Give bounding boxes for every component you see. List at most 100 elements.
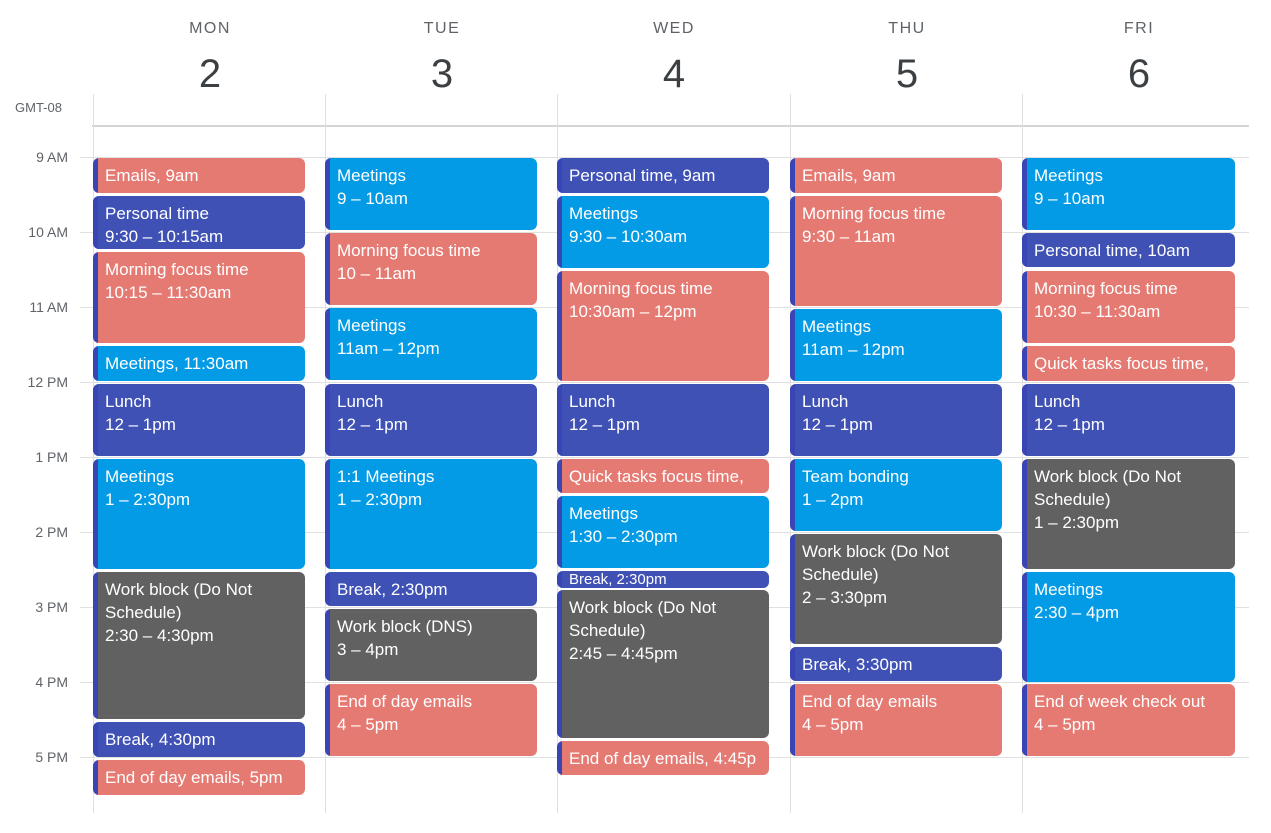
event-time: 12 – 1pm: [105, 415, 176, 434]
event-work-block-dns[interactable]: Work block (DNS) 3 – 4pm: [325, 609, 537, 681]
day-name: WED: [653, 20, 695, 37]
event-morning-focus-time[interactable]: Morning focus time 10:30 – 11:30am: [1022, 271, 1235, 343]
event-break[interactable]: Break, 3:30pm: [790, 647, 1002, 681]
event-meetings[interactable]: Meetings, 11:30am: [93, 346, 305, 381]
event-lunch[interactable]: Lunch 12 – 1pm: [1022, 384, 1235, 456]
event-meetings[interactable]: Meetings 9 – 10am: [1022, 158, 1235, 230]
event-end-of-day-emails[interactable]: End of day emails, 5pm: [93, 760, 305, 795]
event-time: 2:45 – 4:45pm: [569, 644, 678, 663]
event-work-block[interactable]: Work block (Do Not Schedule) 2 – 3:30pm: [790, 534, 1002, 644]
event-title: Meetings: [569, 504, 638, 523]
event-time: 1 – 2:30pm: [337, 490, 423, 509]
day-number[interactable]: 6: [1127, 52, 1151, 96]
hour-label: 1 PM: [35, 449, 68, 465]
event-end-of-day-emails[interactable]: End of day emails 4 – 5pm: [325, 684, 537, 756]
hour-label: 3 PM: [35, 599, 68, 615]
event-title: Break: [802, 655, 847, 674]
hour-label: 4 PM: [35, 674, 68, 690]
event-title: Lunch: [105, 392, 152, 411]
event-time: 10:30am – 12pm: [569, 302, 697, 321]
event-quick-tasks-focus-time[interactable]: Quick tasks focus time,: [1022, 346, 1235, 381]
day-name: FRI: [1123, 20, 1155, 37]
event-meetings[interactable]: Meetings 1 – 2:30pm: [93, 459, 305, 569]
hour-label: 12 PM: [27, 374, 68, 390]
event-title: Work block (DNS): [337, 617, 473, 636]
event-emails[interactable]: Emails, 9am: [790, 158, 1002, 193]
event-time: 1:30 – 2:30pm: [569, 527, 678, 546]
hour-line: [80, 157, 1249, 158]
event-title: End of day emails: [802, 692, 938, 711]
event-lunch[interactable]: Lunch 12 – 1pm: [325, 384, 537, 456]
event-title: Meetings: [1034, 580, 1103, 599]
event-title: Morning focus time: [337, 241, 481, 260]
event-meetings[interactable]: Meetings 1:30 – 2:30pm: [557, 496, 769, 568]
event-morning-focus-time[interactable]: Morning focus time 9:30 – 11am: [790, 196, 1002, 306]
event-meetings[interactable]: Meetings 9:30 – 10:30am: [557, 196, 769, 268]
event-title: Quick tasks focus time: [569, 467, 740, 486]
event-time: 4 – 5pm: [802, 715, 864, 734]
event-emails[interactable]: Emails, 9am: [93, 158, 305, 193]
event-title: Meetings: [337, 166, 406, 185]
event-personal-time[interactable]: Personal time 9:30 – 10:15am: [93, 196, 305, 249]
event-time: 9am: [862, 166, 896, 185]
hour-label: 2 PM: [35, 524, 68, 540]
event-end-of-week-check-out[interactable]: End of week check out 4 – 5pm: [1022, 684, 1235, 756]
event-break[interactable]: Break, 2:30pm: [325, 572, 537, 606]
event-lunch[interactable]: Lunch 12 – 1pm: [557, 384, 769, 456]
event-title: Personal time: [569, 166, 673, 185]
event-title: End of day emails: [105, 768, 241, 787]
event-meetings[interactable]: Meetings 11am – 12pm: [325, 308, 537, 380]
event-time: 5pm: [249, 768, 283, 787]
event-quick-tasks-focus-time[interactable]: Quick tasks focus time,: [557, 459, 769, 493]
event-work-block[interactable]: Work block (Do Not Schedule) 2:30 – 4:30…: [93, 572, 305, 719]
event-morning-focus-time[interactable]: Morning focus time 10:30am – 12pm: [557, 271, 769, 381]
event-break[interactable]: Break, 2:30pm: [557, 571, 769, 588]
event-title: Morning focus time: [1034, 279, 1178, 298]
event-end-of-day-emails[interactable]: End of day emails 4 – 5pm: [790, 684, 1002, 756]
event-time: 10 – 11am: [337, 264, 417, 283]
event-break[interactable]: Break, 4:30pm: [93, 722, 305, 757]
event-time: 1 – 2pm: [802, 490, 864, 509]
event-time: 10am: [1147, 241, 1190, 260]
event-work-block[interactable]: Work block (Do Not Schedule) 1 – 2:30pm: [1022, 459, 1235, 569]
event-time: 9am: [682, 166, 716, 185]
event-time: 2:30pm: [616, 571, 667, 588]
day-number[interactable]: 5: [895, 52, 919, 96]
day-number[interactable]: 3: [430, 52, 454, 96]
event-title: Break: [337, 580, 382, 599]
event-time: 10:30 – 11:30am: [1034, 302, 1161, 321]
event-lunch[interactable]: Lunch 12 – 1pm: [93, 384, 305, 456]
event-title: Meetings: [569, 204, 638, 223]
event-morning-focus-time[interactable]: Morning focus time 10 – 11am: [325, 233, 537, 305]
event-personal-time[interactable]: Personal time, 10am: [1022, 233, 1235, 267]
event-time: 1 – 2:30pm: [105, 490, 191, 509]
event-personal-time[interactable]: Personal time, 9am: [557, 158, 769, 193]
hour-label: 11 AM: [29, 299, 68, 315]
event-lunch[interactable]: Lunch 12 – 1pm: [790, 384, 1002, 456]
event-time: 2:30 – 4pm: [1034, 603, 1120, 622]
event-title: Emails: [105, 166, 157, 185]
event-meetings[interactable]: Meetings 2:30 – 4pm: [1022, 572, 1235, 682]
hour-line: [80, 457, 1249, 458]
all-day-divider: [92, 125, 1249, 127]
event-time: 9:30 – 11am: [802, 227, 896, 246]
event-time: 11am – 12pm: [337, 339, 440, 358]
event-end-of-day-emails[interactable]: End of day emails, 4:45p: [557, 741, 769, 775]
event-morning-focus-time[interactable]: Morning focus time 10:15 – 11:30am: [93, 252, 305, 343]
event-title: Emails: [802, 166, 854, 185]
event-work-block[interactable]: Work block (Do Not Schedule) 2:45 – 4:45…: [557, 590, 769, 738]
day-number[interactable]: 4: [662, 52, 686, 96]
event-one-on-one-meetings[interactable]: 1:1 Meetings 1 – 2:30pm: [325, 459, 537, 569]
event-title: Morning focus time: [802, 204, 946, 223]
day-number[interactable]: 2: [198, 52, 222, 96]
event-time: 12 – 1pm: [802, 415, 873, 434]
event-time: 2 – 3:30pm: [802, 588, 888, 607]
event-time: 9:30 – 10:15am: [105, 227, 224, 246]
event-title: Break: [569, 571, 609, 588]
event-meetings[interactable]: Meetings 9 – 10am: [325, 158, 537, 230]
event-team-bonding[interactable]: Team bonding 1 – 2pm: [790, 459, 1002, 531]
hour-line: [80, 382, 1249, 383]
event-title: Meetings: [337, 316, 406, 335]
event-meetings[interactable]: Meetings 11am – 12pm: [790, 309, 1002, 381]
hour-label: 9 AM: [36, 149, 68, 165]
